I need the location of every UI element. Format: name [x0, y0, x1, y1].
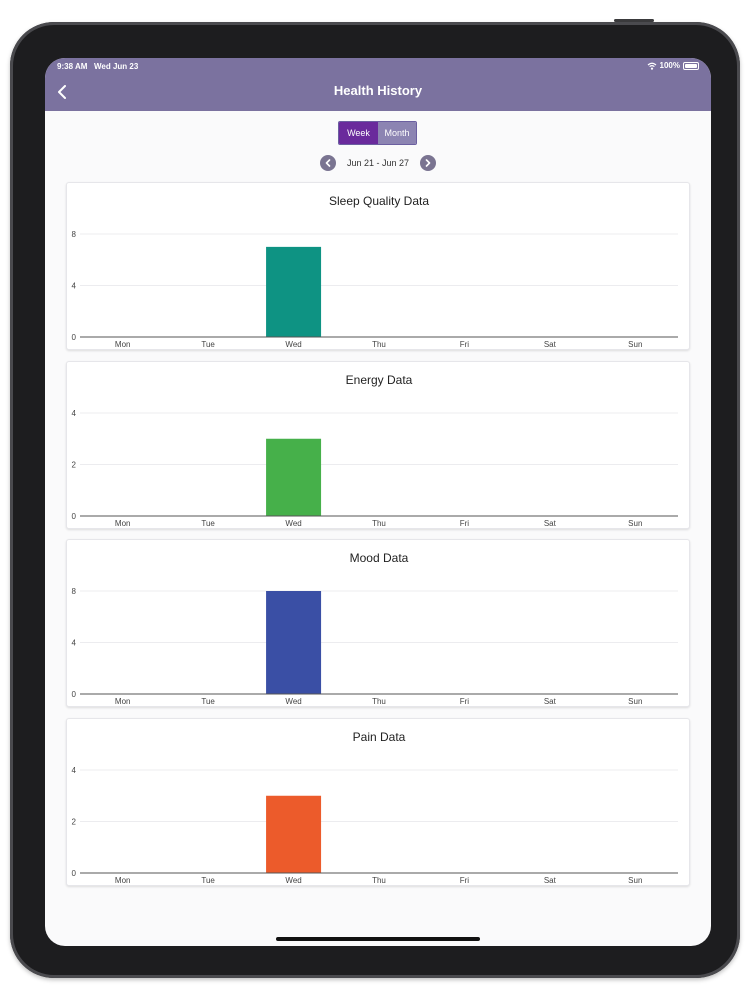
chart-title: Sleep Quality Data	[328, 194, 430, 208]
y-tick-label: 0	[72, 512, 77, 521]
top-button	[614, 19, 654, 22]
app-screen: 9:38 AM Wed Jun 23 100% Health History W…	[45, 58, 711, 946]
x-tick-label: Sat	[544, 519, 557, 528]
x-tick-label: Tue	[201, 876, 215, 885]
previous-week-button[interactable]	[320, 155, 336, 171]
bar-wed	[266, 591, 322, 694]
mood-card: Mood Data 0 4 8 Mon Tue Wed Thu Fri Sat Sun	[66, 539, 690, 707]
back-button[interactable]	[53, 82, 71, 102]
period-toggle: Week Month	[338, 121, 417, 145]
y-tick-label: 8	[72, 587, 77, 596]
y-tick-label: 4	[72, 409, 77, 418]
chart-title: Energy Data	[345, 373, 413, 387]
y-tick-label: 2	[72, 818, 77, 827]
x-tick-label: Tue	[201, 519, 215, 528]
x-tick-label: Thu	[372, 697, 386, 706]
x-tick-label: Mon	[115, 697, 131, 706]
x-tick-label: Wed	[285, 340, 301, 349]
x-tick-label: Sun	[628, 519, 642, 528]
x-tick-label: Sun	[628, 340, 642, 349]
mood-chart: 0 4 8 Mon Tue Wed Thu Fri Sat Sun	[72, 587, 678, 706]
x-tick-label: Thu	[372, 876, 386, 885]
x-tick-label: Sun	[628, 697, 642, 706]
x-tick-label: Fri	[460, 876, 470, 885]
bar-wed	[266, 438, 322, 516]
energy-chart: 0 2 4 Mon Tue Wed Thu Fri Sat Sun	[72, 409, 678, 528]
y-tick-label: 4	[72, 639, 77, 648]
x-tick-label: Mon	[115, 519, 131, 528]
date-range-label: Jun 21 - Jun 27	[346, 158, 410, 168]
chevron-right-icon	[425, 159, 431, 167]
x-tick-label: Wed	[285, 519, 301, 528]
bar-wed	[266, 795, 322, 873]
status-time: 9:38 AM	[57, 62, 88, 71]
month-toggle-button[interactable]: Month	[378, 122, 416, 144]
chart-title: Pain Data	[352, 730, 406, 744]
battery-icon	[683, 61, 699, 70]
wifi-icon	[647, 62, 656, 70]
chart-title: Mood Data	[349, 551, 409, 565]
x-tick-label: Thu	[372, 519, 386, 528]
sleep-quality-card: Sleep Quality Data 0 4 8 Mon Tue Wed Thu Fri Sat…	[66, 182, 690, 350]
x-tick-label: Sat	[544, 876, 557, 885]
y-tick-label: 0	[72, 333, 77, 342]
week-toggle-button[interactable]: Week	[339, 122, 378, 144]
home-indicator	[276, 937, 480, 941]
pain-chart: 0 2 4 Mon Tue Wed Thu Fri Sat Sun	[72, 766, 678, 885]
status-indicators: 100%	[647, 61, 699, 70]
y-tick-label: 0	[72, 869, 77, 878]
x-tick-label: Fri	[460, 519, 470, 528]
x-tick-label: Mon	[115, 876, 131, 885]
x-tick-label: Tue	[201, 340, 215, 349]
x-tick-label: Wed	[285, 697, 301, 706]
battery-percent: 100%	[659, 61, 680, 70]
x-tick-label: Sat	[544, 340, 557, 349]
page-title: Health History	[333, 83, 423, 98]
x-tick-label: Fri	[460, 697, 470, 706]
x-tick-label: Sun	[628, 876, 642, 885]
x-tick-label: Wed	[285, 876, 301, 885]
y-tick-label: 8	[72, 230, 77, 239]
x-tick-label: Fri	[460, 340, 470, 349]
next-week-button[interactable]	[420, 155, 436, 171]
header-bar: 9:38 AM Wed Jun 23 100% Health History	[45, 58, 711, 111]
chevron-left-icon	[58, 85, 66, 99]
bar-wed	[266, 246, 322, 337]
energy-card: Energy Data 0 2 4 Mon Tue Wed Thu Fri Sat Sun	[66, 361, 690, 529]
x-tick-label: Sat	[544, 697, 557, 706]
y-tick-label: 0	[72, 690, 77, 699]
chevron-left-icon	[325, 159, 331, 167]
x-tick-label: Mon	[115, 340, 131, 349]
y-tick-label: 4	[72, 282, 77, 291]
status-date: Wed Jun 23	[94, 62, 139, 71]
date-range-nav: Jun 21 - Jun 27	[320, 155, 436, 171]
sleep-quality-chart: 0 4 8 Mon Tue Wed Thu Fri Sat Sun	[72, 230, 678, 349]
y-tick-label: 2	[72, 461, 77, 470]
x-tick-label: Thu	[372, 340, 386, 349]
x-tick-label: Tue	[201, 697, 215, 706]
y-tick-label: 4	[72, 766, 77, 775]
pain-card: Pain Data 0 2 4 Mon Tue Wed Thu Fri Sat Sun	[66, 718, 690, 886]
